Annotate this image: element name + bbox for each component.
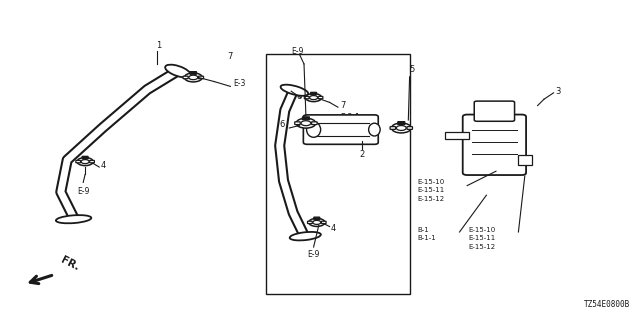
FancyBboxPatch shape [312,122,317,124]
FancyBboxPatch shape [76,160,81,163]
Text: TZ54E0800B: TZ54E0800B [584,300,630,309]
Ellipse shape [56,215,92,223]
Text: 6: 6 [280,120,285,129]
FancyBboxPatch shape [308,221,312,224]
Text: 7: 7 [228,52,233,61]
FancyBboxPatch shape [198,76,204,79]
Text: B-1-1: B-1-1 [417,236,436,241]
FancyBboxPatch shape [407,127,413,129]
Text: 4: 4 [331,224,336,233]
Text: E-15-11: E-15-11 [417,188,445,193]
Circle shape [392,123,411,133]
Text: E-15-11: E-15-11 [468,236,496,241]
Text: E-3: E-3 [234,79,246,88]
FancyBboxPatch shape [90,160,95,163]
FancyBboxPatch shape [82,156,88,159]
Bar [445,132,469,139]
Text: 5: 5 [409,65,414,74]
Text: E-15-10: E-15-10 [468,227,496,233]
FancyBboxPatch shape [303,115,378,144]
Circle shape [313,220,321,224]
FancyBboxPatch shape [463,115,526,175]
Text: 4: 4 [100,161,106,170]
Circle shape [310,96,317,100]
Text: E-15-12: E-15-12 [468,244,495,250]
Text: 3: 3 [556,87,561,96]
Circle shape [189,75,198,80]
Text: 8: 8 [297,92,302,100]
Text: E-9: E-9 [291,47,303,56]
Ellipse shape [165,65,191,77]
FancyBboxPatch shape [398,122,404,124]
Circle shape [184,73,202,82]
Circle shape [77,157,93,166]
Circle shape [301,121,311,126]
FancyBboxPatch shape [190,72,196,74]
Bar [266,54,410,294]
Text: E-15-12: E-15-12 [417,196,444,202]
Circle shape [296,118,316,128]
FancyBboxPatch shape [314,217,320,220]
Circle shape [81,160,89,164]
FancyBboxPatch shape [318,96,323,99]
FancyBboxPatch shape [390,127,396,129]
Text: E-9: E-9 [77,187,90,196]
Text: 1: 1 [156,41,161,50]
Text: E-3-1: E-3-1 [340,113,360,122]
Ellipse shape [369,123,380,136]
Ellipse shape [307,122,321,137]
Ellipse shape [280,85,308,96]
Text: 7: 7 [340,101,346,110]
Bar [518,155,532,165]
Circle shape [396,125,406,131]
Circle shape [305,93,322,102]
Text: 2: 2 [359,150,364,159]
Circle shape [308,218,325,227]
Text: E-9: E-9 [307,250,320,259]
FancyBboxPatch shape [305,96,309,99]
FancyBboxPatch shape [310,92,317,95]
FancyBboxPatch shape [321,221,326,224]
Text: FR.: FR. [59,255,81,273]
Ellipse shape [290,232,321,240]
FancyBboxPatch shape [303,117,309,120]
FancyBboxPatch shape [474,101,515,121]
Text: B-1: B-1 [417,227,429,233]
FancyBboxPatch shape [183,76,188,79]
Text: E-15-10: E-15-10 [417,179,445,185]
FancyBboxPatch shape [294,122,300,124]
